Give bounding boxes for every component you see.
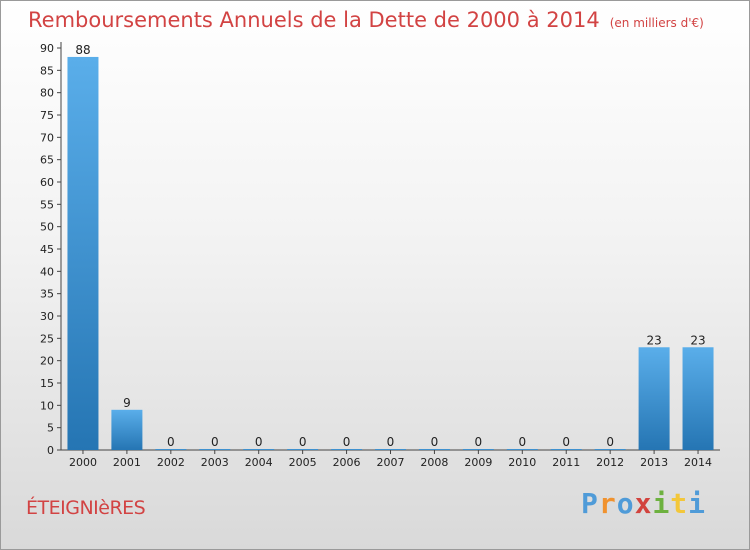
x-tick-label-2010: 2010 xyxy=(508,456,536,469)
data-label-2005: 0 xyxy=(299,435,307,449)
x-tick-label-2008: 2008 xyxy=(420,456,448,469)
data-label-2002: 0 xyxy=(167,435,175,449)
data-label-2007: 0 xyxy=(387,435,395,449)
data-label-2004: 0 xyxy=(255,435,263,449)
bar-2000 xyxy=(67,56,99,450)
bars xyxy=(67,56,714,450)
logo-letter: i xyxy=(652,487,671,520)
logo-letter: i xyxy=(688,487,707,520)
logo-letter: r xyxy=(598,487,617,520)
y-tick-label: 25 xyxy=(40,332,54,345)
y-tick-label: 85 xyxy=(40,64,54,77)
logo-letter: x xyxy=(634,487,653,520)
x-tick-label-2013: 2013 xyxy=(640,456,668,469)
data-label-2014: 23 xyxy=(690,333,705,347)
data-label-2013: 23 xyxy=(646,333,661,347)
bar-2003 xyxy=(199,449,231,450)
bar-2001 xyxy=(111,409,143,450)
y-tick-label: 60 xyxy=(40,176,54,189)
x-tick-label-2014: 2014 xyxy=(684,456,712,469)
x-tick-label-2012: 2012 xyxy=(596,456,624,469)
bar-2009 xyxy=(462,449,494,450)
bar-2007 xyxy=(375,449,406,450)
data-labels: 88 9 0 0 0 0 0 0 0 0 0 0 0 23 23 xyxy=(75,43,705,449)
y-tick-label: 80 xyxy=(40,87,54,100)
y-tick-label: 50 xyxy=(40,221,54,234)
x-tick-label-2009: 2009 xyxy=(464,456,492,469)
chart-title: Remboursements Annuels de la Dette de 20… xyxy=(28,8,704,32)
x-tick-label-2000: 2000 xyxy=(69,456,97,469)
x-tick-label-2003: 2003 xyxy=(201,456,229,469)
logo-letter: t xyxy=(670,487,689,520)
data-label-2006: 0 xyxy=(343,435,351,449)
y-tick-label: 0 xyxy=(47,444,54,457)
logo-letter: o xyxy=(616,487,635,520)
proxiti-logo: Proxiti xyxy=(581,487,706,520)
data-label-2009: 0 xyxy=(475,435,483,449)
y-tick-label: 75 xyxy=(40,109,54,122)
data-label-2010: 0 xyxy=(518,435,526,449)
data-label-2011: 0 xyxy=(562,435,570,449)
y-tick-label: 45 xyxy=(40,243,54,256)
x-tick-label-2002: 2002 xyxy=(157,456,185,469)
data-label-2000: 88 xyxy=(75,43,90,57)
x-tick-label-2001: 2001 xyxy=(113,456,141,469)
y-tick-label: 55 xyxy=(40,198,54,211)
bar-2002 xyxy=(155,449,187,450)
y-tick-label: 30 xyxy=(40,310,54,323)
x-tick-label-2011: 2011 xyxy=(552,456,580,469)
y-tick-label: 5 xyxy=(47,422,54,435)
y-tick-label: 90 xyxy=(40,42,54,55)
x-tick-label-2004: 2004 xyxy=(245,456,273,469)
logo-letter: P xyxy=(581,487,599,520)
bar-2010 xyxy=(506,449,538,450)
axes: 0510152025303540455055606570758085902000… xyxy=(40,42,720,469)
title-unit: (en milliers d'€) xyxy=(609,16,704,30)
data-label-2003: 0 xyxy=(211,435,219,449)
data-label-2012: 0 xyxy=(606,435,614,449)
bar-2004 xyxy=(243,449,275,450)
y-tick-label: 20 xyxy=(40,355,54,368)
title-text: Remboursements Annuels de la Dette de 20… xyxy=(28,8,600,32)
bar-2006 xyxy=(331,449,363,450)
y-tick-label: 65 xyxy=(40,154,54,167)
bar-2005 xyxy=(287,449,319,450)
data-label-2008: 0 xyxy=(431,435,439,449)
data-label-2001: 9 xyxy=(123,396,131,410)
commune-name: ÉTEIGNIèRES xyxy=(26,497,146,519)
y-tick-label: 40 xyxy=(40,265,54,278)
bar-2012 xyxy=(594,449,626,450)
x-tick-label-2006: 2006 xyxy=(333,456,361,469)
y-tick-label: 35 xyxy=(40,288,54,301)
x-tick-label-2007: 2007 xyxy=(377,456,405,469)
bar-2008 xyxy=(418,449,450,450)
y-tick-label: 10 xyxy=(40,399,54,412)
x-tick-label-2005: 2005 xyxy=(289,456,317,469)
y-tick-label: 15 xyxy=(40,377,54,390)
bar-2011 xyxy=(550,449,582,450)
bar-2013 xyxy=(638,347,670,450)
y-tick-label: 70 xyxy=(40,131,54,144)
bar-2014 xyxy=(682,347,714,450)
